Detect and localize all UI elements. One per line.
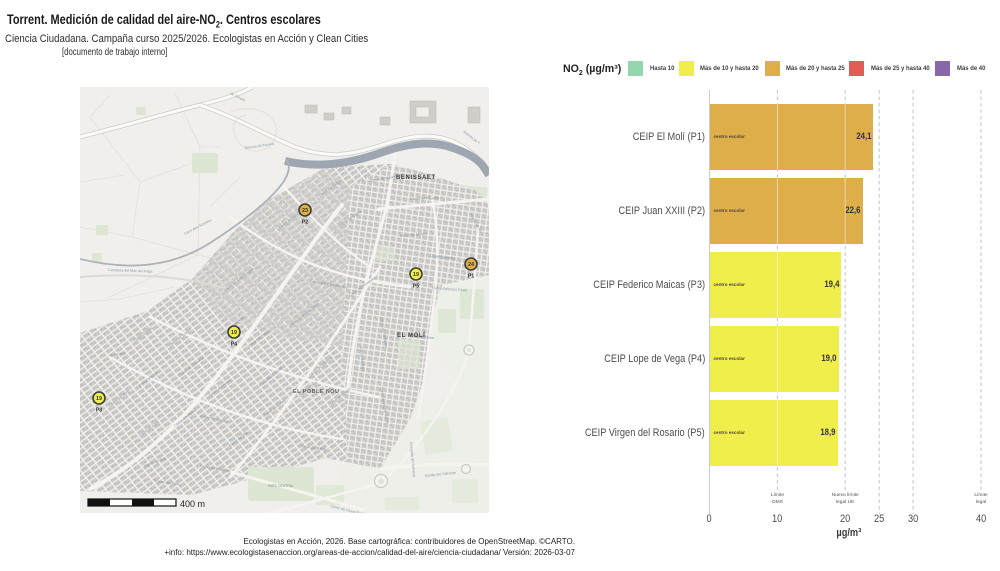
svg-text:400 m: 400 m [180, 499, 205, 509]
svg-text:Carrer del Safranar: Carrer del Safranar [379, 316, 388, 348]
svg-text:Carretera del Mas del Jutge: Carretera del Mas del Jutge [108, 268, 152, 274]
svg-text:19: 19 [413, 272, 419, 278]
svg-text:P5: P5 [413, 284, 419, 290]
svg-text:P1: P1 [468, 274, 474, 280]
svg-text:Canal d'aleman Costit: Canal d'aleman Costit [432, 286, 467, 292]
svg-text:19: 19 [96, 396, 102, 402]
svg-text:Carrer de Picanya: Carrer de Picanya [410, 196, 439, 201]
svg-text:P3: P3 [96, 408, 102, 414]
svg-text:Carrer del Pare Mendez: Carrer del Pare Mendez [310, 279, 349, 290]
svg-text:de Torrent: de Torrent [230, 91, 246, 102]
svg-text:23: 23 [302, 208, 308, 214]
svg-text:Carrer de Vicent Pallardo: Carrer de Vicent Pallardo [330, 504, 370, 513]
svg-text:Autovia de Torrent: Autovia de Torrent [245, 142, 274, 150]
svg-text:Carrer de Miguel Serve: Carrer de Miguel Serve [379, 386, 389, 423]
svg-text:Carrer de Mestre: Carrer de Mestre [400, 232, 427, 238]
svg-text:Carrer de Xenillet: Carrer de Xenillet [200, 414, 228, 424]
svg-text:Carrer del Panta: Carrer del Panta [300, 444, 327, 452]
svg-text:Carrer del Forn: Carrer del Forn [155, 479, 180, 486]
svg-text:Carrer de Baix: Carrer de Baix [144, 456, 167, 468]
svg-text:Carrer de Madrid: Carrer de Madrid [369, 174, 396, 183]
svg-text:P2: P2 [302, 220, 308, 226]
svg-text:EL POBLE NOU: EL POBLE NOU [293, 389, 339, 395]
svg-text:PARC CENTRAL: PARC CENTRAL [268, 484, 294, 488]
svg-text:P4: P4 [231, 342, 237, 348]
svg-text:Carrer del Pare: Carrer del Pare [359, 347, 365, 372]
svg-text:EL MOLÍ: EL MOLÍ [397, 331, 425, 339]
svg-text:Carrer de Benemer: Carrer de Benemer [200, 464, 232, 473]
svg-text:24: 24 [468, 262, 474, 268]
svg-text:Cami d'aquelles: Cami d'aquelles [430, 254, 456, 261]
svg-text:19: 19 [231, 330, 237, 336]
svg-text:Avinguda del Safranar: Avinguda del Safranar [409, 442, 416, 479]
svg-text:Cami dels: Cami dels [109, 351, 126, 358]
svg-text:Cami de Parret: Cami de Parret [410, 334, 434, 340]
svg-text:Ronda del Safranar: Ronda del Safranar [425, 471, 457, 478]
svg-text:BENISSAET: BENISSAET [396, 175, 436, 181]
